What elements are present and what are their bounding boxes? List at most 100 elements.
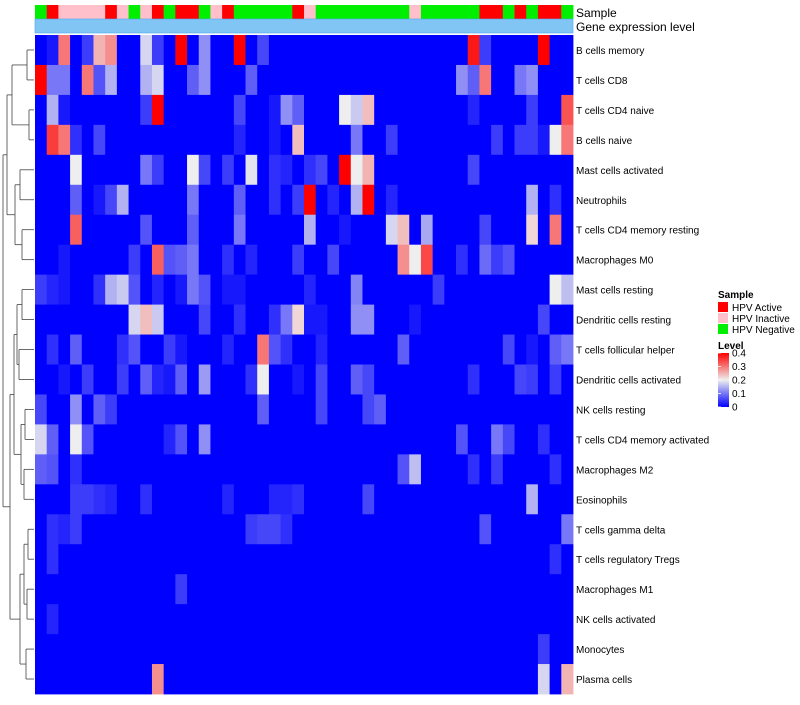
- heatmap-cells: [35, 35, 574, 695]
- heatmap-cell: [268, 484, 282, 515]
- heatmap-cell: [315, 274, 328, 305]
- heatmap-cell: [35, 124, 48, 156]
- heatmap-cell: [456, 454, 469, 485]
- heatmap-cell: [198, 35, 211, 66]
- heatmap-cell: [46, 604, 59, 635]
- heatmap-cell: [151, 154, 165, 186]
- heatmap-cell: [81, 424, 94, 455]
- heatmap-cell: [81, 35, 94, 66]
- row-label: Macrophages M0: [576, 256, 654, 267]
- heatmap-cell: [397, 35, 410, 66]
- heatmap-cell: [46, 634, 59, 665]
- heatmap-cell: [116, 124, 129, 156]
- heatmap-cell: [292, 274, 305, 305]
- sample-cell: [304, 5, 317, 19]
- heatmap-cell: [198, 214, 211, 246]
- heatmap-cell: [502, 604, 515, 635]
- heatmap-cell: [93, 94, 106, 126]
- heatmap-cell: [374, 124, 387, 156]
- heatmap-cell: [70, 64, 83, 96]
- heatmap-cell: [222, 604, 235, 635]
- heatmap-cell: [444, 574, 457, 605]
- heatmap-cell: [128, 274, 141, 305]
- heatmap-cell: [163, 634, 176, 665]
- heatmap-cell: [444, 454, 457, 485]
- heatmap-cell: [58, 154, 71, 186]
- heatmap-cell: [280, 94, 293, 126]
- heatmap-cell: [315, 35, 328, 66]
- heatmap-cell: [444, 244, 457, 276]
- heatmap-cell: [128, 364, 141, 395]
- heatmap-cell: [46, 244, 59, 276]
- heatmap-cell: [70, 484, 83, 515]
- heatmap-cell: [327, 184, 340, 216]
- heatmap-cell: [397, 364, 410, 395]
- heatmap-cell: [245, 424, 258, 455]
- heatmap-cell: [280, 244, 293, 276]
- heatmap-cell: [526, 124, 539, 156]
- heatmap-cell: [280, 35, 293, 66]
- heatmap-cell: [292, 364, 305, 395]
- heatmap-cell: [350, 544, 363, 575]
- heatmap-cell: [432, 514, 445, 545]
- heatmap-cell: [502, 454, 515, 485]
- heatmap-cell: [561, 454, 574, 485]
- heatmap-cell: [175, 514, 188, 545]
- heatmap-cell: [58, 214, 71, 246]
- heatmap-cell: [292, 184, 305, 216]
- sample-cell: [526, 5, 539, 19]
- heatmap-cell: [70, 424, 83, 455]
- heatmap-cell: [537, 604, 551, 635]
- heatmap-cell: [93, 664, 106, 695]
- heatmap-cell: [93, 574, 106, 605]
- heatmap-cell: [444, 424, 457, 455]
- heatmap-cell: [362, 454, 375, 485]
- heatmap-cell: [163, 124, 176, 156]
- row-label: Macrophages M2: [576, 465, 654, 476]
- heatmap-cell: [362, 574, 375, 605]
- heatmap-cell: [81, 64, 94, 96]
- heatmap-cell: [549, 394, 562, 425]
- heatmap-cell: [163, 604, 176, 635]
- sample-cell: [93, 5, 106, 19]
- heatmap-cell: [222, 244, 235, 276]
- heatmap-cell: [561, 514, 574, 545]
- heatmap-cell: [140, 454, 153, 485]
- sample-cell: [537, 5, 551, 19]
- heatmap-cell: [81, 664, 94, 695]
- heatmap-cell: [163, 304, 176, 335]
- heatmap-cell: [128, 394, 141, 425]
- heatmap-cell: [397, 214, 410, 246]
- row-label: T cells follicular helper: [576, 346, 675, 357]
- heatmap-cell: [350, 94, 363, 126]
- heatmap-cell: [70, 244, 83, 276]
- heatmap-cell: [93, 64, 106, 96]
- heatmap-cell: [222, 304, 235, 335]
- heatmap-cell: [233, 94, 246, 126]
- heatmap-cell: [304, 604, 317, 635]
- heatmap-cell: [456, 634, 469, 665]
- heatmap-cell: [362, 154, 375, 186]
- heatmap-cell: [128, 184, 141, 216]
- heatmap-cell: [327, 604, 340, 635]
- heatmap-cell: [514, 124, 527, 156]
- heatmap-cell: [456, 364, 469, 395]
- heatmap-cell: [35, 154, 48, 186]
- heatmap-cell: [467, 214, 480, 246]
- sample-cell: [432, 5, 445, 19]
- heatmap-cell: [81, 394, 94, 425]
- heatmap-cell: [467, 64, 480, 96]
- heatmap-cell: [339, 424, 352, 455]
- heatmap-cell: [222, 574, 235, 605]
- heatmap-cell: [514, 484, 527, 515]
- heatmap-cell: [467, 184, 480, 216]
- heatmap-cell: [268, 394, 282, 425]
- heatmap-cell: [444, 394, 457, 425]
- heatmap-cell: [409, 94, 422, 126]
- heatmap-cell: [514, 664, 527, 695]
- heatmap-cell: [93, 484, 106, 515]
- heatmap-cell: [105, 544, 118, 575]
- sample-cell: [81, 5, 94, 19]
- heatmap-cell: [549, 574, 562, 605]
- heatmap-cell: [175, 484, 188, 515]
